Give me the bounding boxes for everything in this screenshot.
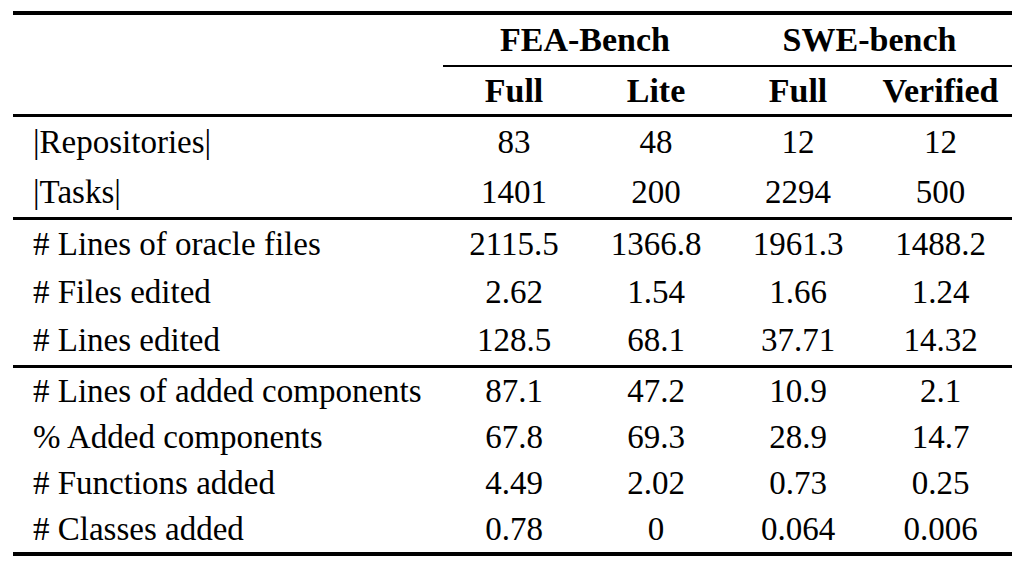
- cell-functions-fea-full: 4.49: [443, 460, 585, 506]
- cell-lines-added-swe-verified: 2.1: [869, 368, 1012, 414]
- cell-repositories-swe-full: 12: [727, 117, 869, 167]
- paper-table-figure: FEA-Bench SWE-bench Full Lite Full Verif…: [0, 0, 1024, 568]
- cell-lines-edited-swe-full: 37.71: [727, 316, 869, 365]
- cell-functions-fea-lite: 2.02: [585, 460, 727, 506]
- cell-lines-edited-fea-lite: 68.1: [585, 316, 727, 365]
- cell-classes-swe-full: 0.064: [727, 506, 869, 552]
- benchmark-statistics-table: FEA-Bench SWE-bench Full Lite Full Verif…: [13, 11, 1012, 556]
- cell-tasks-fea-full: 1401: [443, 167, 585, 217]
- cell-classes-swe-verified: 0.006: [869, 506, 1012, 552]
- cell-repositories-swe-verified: 12: [869, 117, 1012, 167]
- column-header-swe-verified: Verified: [869, 67, 1012, 114]
- cell-tasks-swe-verified: 500: [869, 167, 1012, 217]
- cell-oracle-swe-verified: 1488.2: [869, 220, 1012, 268]
- cell-oracle-fea-full: 2115.5: [443, 220, 585, 268]
- cell-functions-swe-verified: 0.25: [869, 460, 1012, 506]
- row-label-repositories: |Repositories|: [13, 117, 443, 167]
- cell-pct-added-fea-full: 67.8: [443, 414, 585, 460]
- row-label-tasks: |Tasks|: [13, 167, 443, 217]
- row-label-classes-added: # Classes added: [13, 506, 443, 552]
- cell-files-edited-fea-lite: 1.54: [585, 268, 727, 316]
- bottom-rule: [13, 552, 1012, 556]
- row-label-lines-added-components: # Lines of added components: [13, 368, 443, 414]
- cell-lines-added-fea-full: 87.1: [443, 368, 585, 414]
- cell-classes-fea-full: 0.78: [443, 506, 585, 552]
- group-header-swe-bench: SWE-bench: [727, 15, 1012, 65]
- cell-oracle-fea-lite: 1366.8: [585, 220, 727, 268]
- cell-classes-fea-lite: 0: [585, 506, 727, 552]
- header-label-spacer: [13, 67, 443, 114]
- row-label-pct-added-components: % Added components: [13, 414, 443, 460]
- cell-functions-swe-full: 0.73: [727, 460, 869, 506]
- row-label-files-edited: # Files edited: [13, 268, 443, 316]
- cell-oracle-swe-full: 1961.3: [727, 220, 869, 268]
- cell-pct-added-swe-verified: 14.7: [869, 414, 1012, 460]
- cell-repositories-fea-lite: 48: [585, 117, 727, 167]
- column-header-fea-full: Full: [443, 67, 585, 114]
- cell-lines-edited-swe-verified: 14.32: [869, 316, 1012, 365]
- cell-lines-added-swe-full: 10.9: [727, 368, 869, 414]
- cell-pct-added-swe-full: 28.9: [727, 414, 869, 460]
- group-header-fea-bench: FEA-Bench: [443, 15, 727, 65]
- column-header-swe-full: Full: [727, 67, 869, 114]
- row-label-lines-oracle-files: # Lines of oracle files: [13, 220, 443, 268]
- cell-files-edited-fea-full: 2.62: [443, 268, 585, 316]
- cell-files-edited-swe-full: 1.66: [727, 268, 869, 316]
- cell-lines-added-fea-lite: 47.2: [585, 368, 727, 414]
- cell-tasks-fea-lite: 200: [585, 167, 727, 217]
- cell-lines-edited-fea-full: 128.5: [443, 316, 585, 365]
- column-header-fea-lite: Lite: [585, 67, 727, 114]
- cell-tasks-swe-full: 2294: [727, 167, 869, 217]
- cell-repositories-fea-full: 83: [443, 117, 585, 167]
- cell-pct-added-fea-lite: 69.3: [585, 414, 727, 460]
- cell-files-edited-swe-verified: 1.24: [869, 268, 1012, 316]
- row-label-lines-edited: # Lines edited: [13, 316, 443, 365]
- corner-spacer: [13, 15, 443, 65]
- row-label-functions-added: # Functions added: [13, 460, 443, 506]
